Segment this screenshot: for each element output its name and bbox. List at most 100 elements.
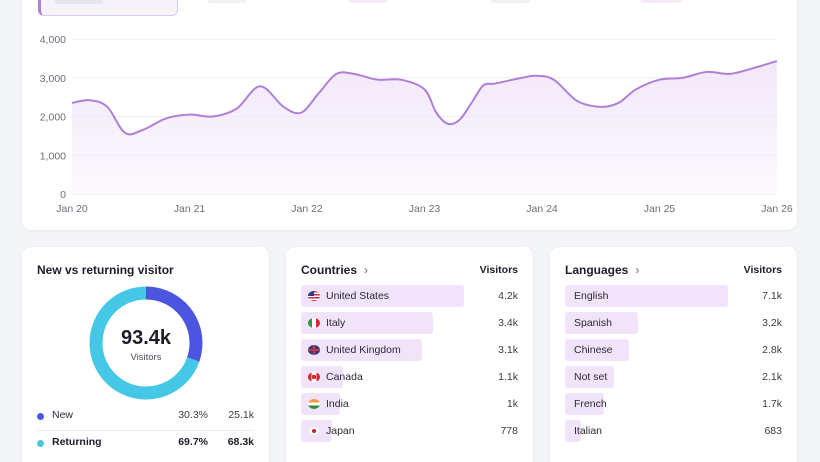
metric-tab[interactable] (490, 0, 530, 3)
language-bar (565, 285, 728, 307)
language-value: 3.2k (762, 317, 782, 329)
x-tick-label: Jan 22 (291, 203, 323, 215)
total-visitors-value: 93.4k (120, 327, 172, 349)
country-bar (301, 393, 340, 415)
country-label: India (326, 398, 349, 410)
language-row[interactable]: Italian 683 (565, 420, 782, 442)
y-tick-label: 3,000 (40, 73, 66, 85)
new-dot-icon (37, 413, 44, 420)
language-value: 683 (764, 425, 782, 437)
legend-label: Returning (52, 436, 102, 448)
language-bar (565, 420, 581, 442)
languages-title-link[interactable]: Languages › (565, 263, 639, 277)
legend-label: New (52, 409, 74, 421)
x-tick-label: Jan 21 (174, 203, 206, 215)
language-row[interactable]: Chinese 2.8k (565, 339, 782, 361)
language-label: Not set (574, 371, 608, 383)
languages-title: Languages (565, 263, 629, 277)
countries-title-link[interactable]: Countries › (301, 263, 368, 277)
y-tick-label: 0 (60, 189, 66, 201)
chevron-right-icon: › (635, 263, 640, 277)
language-value: 7.1k (762, 290, 782, 302)
language-bar (565, 366, 614, 388)
legend-count: 68.3k (227, 436, 254, 448)
metric-tab[interactable] (640, 0, 682, 3)
country-row[interactable]: United Kingdom 3.1k (301, 339, 518, 361)
legend-percent: 69.7% (178, 436, 208, 448)
it-flag-icon (308, 318, 320, 328)
legend-row-returning[interactable]: Returning 69.7% 68.3k (37, 433, 254, 453)
country-value: 778 (500, 425, 518, 437)
in-flag-icon (308, 399, 320, 409)
country-value: 1.1k (498, 371, 518, 383)
language-bar (565, 393, 604, 415)
country-bar (301, 312, 433, 334)
language-label: Italian (574, 425, 603, 437)
y-tick-label: 2,000 (40, 112, 66, 124)
legend-percent: 30.3% (178, 409, 208, 421)
country-label: Japan (326, 425, 355, 437)
legend-row-new[interactable]: New 30.3% 25.1k (37, 406, 254, 426)
country-label: United States (326, 290, 390, 302)
series-line (71, 60, 778, 136)
y-tick-label: 4,000 (40, 34, 66, 46)
country-bar (301, 285, 464, 307)
language-value: 2.8k (762, 344, 782, 356)
language-value: 2.1k (762, 371, 782, 383)
country-label: Canada (326, 371, 363, 383)
metric-tab-active[interactable] (38, 0, 178, 16)
jp-flag-icon (308, 426, 320, 436)
countries-visitors-header: Visitors (479, 264, 518, 276)
country-row[interactable]: Japan 778 (301, 420, 518, 442)
languages-visitors-header: Visitors (743, 264, 782, 276)
uk-flag-icon (308, 345, 320, 355)
x-tick-label: Jan 26 (761, 203, 793, 215)
country-value: 1k (506, 398, 518, 410)
metric-tab[interactable] (207, 0, 247, 3)
country-row[interactable]: United States 4.2k (301, 285, 518, 307)
language-bar (565, 312, 638, 334)
x-tick-label: Jan 25 (644, 203, 676, 215)
country-row[interactable]: India 1k (301, 393, 518, 415)
country-label: United Kingdom (326, 344, 401, 356)
visitors-donut-chart (89, 286, 203, 400)
ca-flag-icon (308, 372, 320, 382)
language-row[interactable]: French 1.7k (565, 393, 782, 415)
language-row[interactable]: Spanish 3.2k (565, 312, 782, 334)
language-label: French (574, 398, 607, 410)
country-row[interactable]: Canada 1.1k (301, 366, 518, 388)
x-tick-label: Jan 20 (56, 203, 88, 215)
country-bar (301, 366, 343, 388)
metric-tab[interactable] (348, 0, 388, 3)
divider (37, 430, 254, 431)
y-tick-label: 1,000 (40, 150, 66, 162)
area-fill (72, 61, 777, 195)
language-bar (565, 339, 629, 361)
language-label: Chinese (574, 344, 613, 356)
new-vs-returning-title: New vs returning visitor (37, 263, 174, 277)
visitors-line-chart: 4,000 3,000 2,000 1,000 0 Jan 20 Jan 21 Jan 22 J… (40, 34, 793, 215)
metric-tabs (22, 0, 797, 16)
language-value: 1.7k (762, 398, 782, 410)
donut-center: 93.4k Visitors (88, 285, 204, 401)
countries-title: Countries (301, 263, 358, 277)
language-label: English (574, 290, 609, 302)
language-row[interactable]: Not set 2.1k (565, 366, 782, 388)
language-row[interactable]: English 7.1k (565, 285, 782, 307)
country-bar (301, 339, 422, 361)
legend-count: 25.1k (228, 409, 254, 421)
country-value: 4.2k (498, 290, 518, 302)
total-visitors-label: Visitors (130, 352, 162, 363)
country-value: 3.1k (498, 344, 518, 356)
country-row[interactable]: Italy 3.4k (301, 312, 518, 334)
donut-new-segment (89, 286, 203, 400)
visitors-chart-card: 4,000 3,000 2,000 1,000 0 Jan 20 Jan 21 Jan 22 J… (22, 0, 797, 230)
new-vs-returning-card: New vs returning visitor 93.4k Visitors … (22, 247, 269, 462)
x-tick-label: Jan 24 (526, 203, 558, 215)
chevron-right-icon: › (364, 263, 369, 277)
returning-dot-icon (37, 440, 44, 447)
languages-card: Languages › Visitors English 7.1k Spanish… (550, 247, 797, 462)
country-value: 3.4k (498, 317, 518, 329)
country-label: Italy (326, 317, 346, 329)
x-tick-label: Jan 23 (409, 203, 441, 215)
